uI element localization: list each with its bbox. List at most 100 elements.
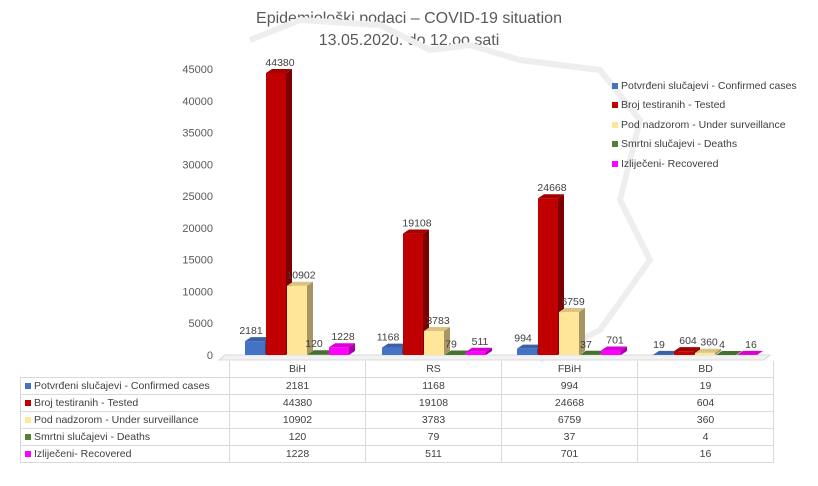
- legend-swatch: [25, 434, 31, 440]
- legend-swatch: [612, 102, 618, 109]
- table-cell: 3783: [365, 411, 502, 429]
- data-label: 44380: [265, 57, 294, 69]
- legend-item: Potvrđeni slučajevi - Confirmed cases: [612, 76, 797, 96]
- legend-swatch: [25, 451, 31, 457]
- data-label: 604: [679, 335, 697, 347]
- legend-label: Potvrđeni slučajevi - Confirmed cases: [621, 79, 797, 92]
- bar-BiH-4: [329, 343, 355, 355]
- legend-label: Broj testiranih - Tested: [621, 99, 726, 112]
- table-header-row: BiH RS FBiH BD: [20, 361, 774, 378]
- row-label: Potvrđeni slučajevi - Confirmed cases: [20, 377, 230, 395]
- row-label-text: Pod nadzorom - Under surveillance: [34, 414, 199, 426]
- legend-swatch: [25, 383, 31, 389]
- table-cell: 16: [637, 445, 774, 463]
- y-tick-label: 30000: [182, 159, 213, 171]
- chart-floor: [217, 354, 772, 361]
- legend-item: Izliječeni- Recovered: [612, 154, 797, 174]
- data-label: 24668: [537, 182, 566, 194]
- data-label: 3783: [426, 315, 450, 327]
- legend-item: Broj testiranih - Tested: [612, 96, 797, 116]
- legend-swatch: [612, 121, 618, 128]
- data-label: 511: [472, 336, 489, 348]
- data-label: 79: [445, 338, 457, 350]
- table-cell: 44380: [229, 394, 366, 412]
- data-label: 701: [606, 335, 624, 347]
- table-cell: 360: [637, 411, 774, 429]
- row-label-text: Broj testiranih - Tested: [34, 397, 139, 409]
- data-label: 10902: [286, 270, 315, 282]
- data-label: 1228: [331, 331, 355, 343]
- table-cell: 24668: [501, 394, 638, 412]
- row-label-text: Izliječeni- Recovered: [34, 448, 132, 460]
- data-label: 4: [719, 339, 725, 351]
- row-label: Izliječeni- Recovered: [20, 445, 230, 463]
- table-row: Broj testiranih - Tested 44380 19108 24668 6…: [20, 394, 774, 412]
- table-cell: 79: [365, 428, 502, 446]
- table-corner: [20, 361, 230, 378]
- data-label: 2181: [239, 325, 263, 337]
- bar-RS-4: [466, 347, 492, 355]
- column-header: BD: [637, 361, 774, 378]
- table-cell: 1228: [229, 445, 366, 463]
- data-label: 6759: [561, 296, 585, 308]
- table-cell: 2181: [229, 377, 366, 395]
- bar-RS-1: [403, 229, 429, 355]
- y-tick-label: 15000: [182, 255, 213, 267]
- bar-FBiH-4: [601, 346, 627, 355]
- data-label: 994: [514, 333, 532, 345]
- data-label: 360: [700, 337, 718, 349]
- legend-swatch: [612, 82, 618, 89]
- bar-BD-4: [737, 350, 763, 355]
- legend-swatch: [612, 160, 618, 167]
- y-tick-label: 40000: [182, 96, 213, 108]
- row-label: Broj testiranih - Tested: [20, 394, 230, 412]
- y-tick-label: 25000: [182, 191, 213, 203]
- data-label: 37: [580, 339, 592, 351]
- table-cell: 37: [501, 428, 638, 446]
- table-cell: 994: [501, 377, 638, 395]
- y-tick-label: 20000: [182, 223, 213, 235]
- row-label: Smrtni slučajevi - Deaths: [20, 428, 230, 446]
- legend-label: Pod nadzorom - Under surveillance: [621, 118, 786, 131]
- data-label: 19108: [402, 218, 431, 230]
- table-cell: 6759: [501, 411, 638, 429]
- data-label: 1168: [377, 332, 400, 344]
- table-row: Izliječeni- Recovered 1228 511 701 16: [20, 445, 774, 463]
- table-cell: 511: [365, 445, 502, 463]
- table-cell: 10902: [229, 411, 366, 429]
- legend-swatch: [25, 417, 31, 423]
- legend: Potvrđeni slučajevi - Confirmed cases Bro…: [612, 76, 797, 174]
- row-label-text: Potvrđeni slučajevi - Confirmed cases: [34, 380, 210, 392]
- column-header: FBiH: [501, 361, 638, 378]
- data-label: 16: [745, 339, 757, 351]
- table-cell: 19: [637, 377, 774, 395]
- row-label: Pod nadzorom - Under surveillance: [20, 411, 230, 429]
- data-table: BiH RS FBiH BD Potvrđeni slučajevi - Confirm…: [20, 361, 774, 463]
- table-cell: 604: [637, 394, 774, 412]
- table-cell: 120: [229, 428, 366, 446]
- bar-BD-3: [716, 350, 742, 355]
- bar-BiH-2: [287, 281, 313, 355]
- table-row: Potvrđeni slučajevi - Confirmed cases 218…: [20, 377, 774, 395]
- legend-swatch: [25, 400, 31, 406]
- legend-label: Izliječeni- Recovered: [621, 157, 719, 170]
- y-tick-label: 5000: [189, 318, 213, 330]
- table-cell: 19108: [365, 394, 502, 412]
- row-label-text: Smrtni slučajevi - Deaths: [34, 431, 151, 443]
- column-header: BiH: [229, 361, 366, 378]
- table-cell: 4: [637, 428, 774, 446]
- column-header: RS: [365, 361, 502, 378]
- table-row: Smrtni slučajevi - Deaths 120 79 37 4: [20, 428, 774, 446]
- legend-item: Smrtni slučajevi - Deaths: [612, 135, 797, 155]
- y-tick-label: 45000: [182, 64, 213, 76]
- legend-label: Smrtni slučajevi - Deaths: [621, 138, 738, 151]
- legend-swatch: [612, 141, 618, 148]
- bar-RS-2: [424, 326, 450, 355]
- y-tick-label: 10000: [182, 286, 213, 298]
- y-tick-label: 0: [207, 350, 213, 362]
- table-cell: 1168: [365, 377, 502, 395]
- table-row: Pod nadzorom - Under surveillance 10902 37…: [20, 411, 774, 429]
- data-label: 19: [653, 339, 665, 351]
